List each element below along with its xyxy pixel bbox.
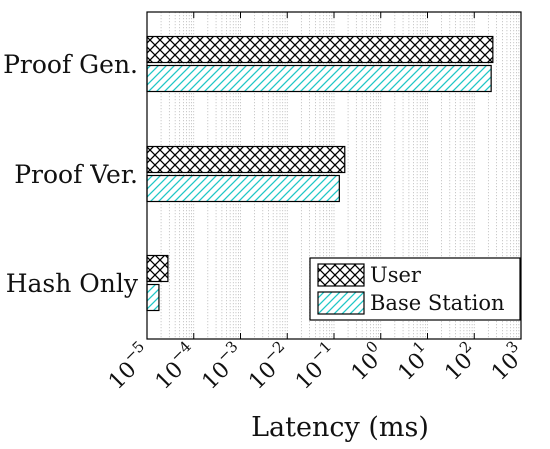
x-tick-label: 103 [483, 337, 531, 385]
bar-user-1 [146, 35, 494, 64]
bar-base-station-1 [146, 64, 492, 93]
x-axis-label: Latency (ms) [251, 412, 429, 443]
svg-text:10−1: 10−1 [287, 337, 344, 394]
legend: User Base Station [309, 257, 521, 321]
x-tick-label: 10−3 [193, 337, 250, 394]
x-tick-label: 10−1 [287, 337, 344, 394]
x-tick-label: 102 [436, 337, 484, 385]
legend-swatch-base-station [317, 291, 365, 315]
x-tick-label: 10−2 [240, 337, 297, 394]
svg-text:10−4: 10−4 [147, 337, 204, 394]
bar-base-station-3 [146, 283, 160, 312]
svg-text:10−5: 10−5 [100, 337, 157, 394]
category-label: Proof Ver. [14, 160, 138, 189]
category-labels: Proof Gen. Proof Ver. Hash Only [3, 50, 139, 298]
svg-text:101: 101 [389, 337, 437, 385]
bar-user-3 [146, 254, 169, 283]
bar-base-station-2 [146, 174, 340, 203]
bars [146, 35, 494, 312]
x-tick-label: 10−4 [147, 337, 204, 394]
x-tick-label: 101 [389, 337, 437, 385]
svg-text:103: 103 [483, 337, 531, 385]
svg-text:10−3: 10−3 [193, 337, 250, 394]
x-tick-label: 100 [343, 337, 391, 385]
legend-label-base-station: Base Station [370, 291, 505, 315]
bar-user-2 [146, 145, 346, 174]
svg-text:100: 100 [343, 337, 391, 385]
x-tick-label: 10−5 [100, 337, 157, 394]
category-label: Hash Only [6, 269, 139, 298]
svg-text:102: 102 [436, 337, 484, 385]
legend-swatch-user [317, 263, 365, 287]
legend-label-user: User [370, 263, 422, 287]
svg-text:10−2: 10−2 [240, 337, 297, 394]
category-label: Proof Gen. [3, 50, 138, 79]
